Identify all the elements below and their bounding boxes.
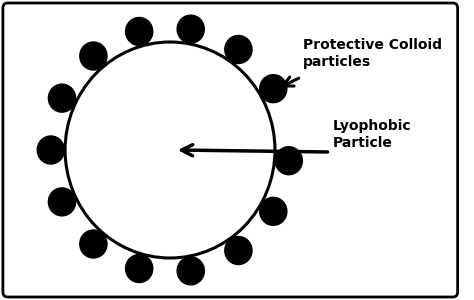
Text: Protective Colloid
particles: Protective Colloid particles bbox=[303, 38, 442, 69]
Ellipse shape bbox=[65, 42, 275, 258]
Circle shape bbox=[126, 17, 153, 46]
FancyBboxPatch shape bbox=[3, 3, 457, 297]
Circle shape bbox=[80, 230, 107, 258]
Circle shape bbox=[275, 147, 302, 175]
Text: Lyophobic
Particle: Lyophobic Particle bbox=[332, 119, 411, 150]
Circle shape bbox=[225, 35, 252, 64]
Circle shape bbox=[177, 15, 204, 43]
Circle shape bbox=[177, 257, 204, 285]
Circle shape bbox=[37, 136, 64, 164]
Circle shape bbox=[80, 42, 107, 70]
Circle shape bbox=[126, 254, 153, 283]
Circle shape bbox=[260, 75, 287, 103]
Circle shape bbox=[260, 197, 287, 225]
Circle shape bbox=[48, 84, 75, 112]
Circle shape bbox=[225, 236, 252, 265]
Circle shape bbox=[48, 188, 75, 216]
